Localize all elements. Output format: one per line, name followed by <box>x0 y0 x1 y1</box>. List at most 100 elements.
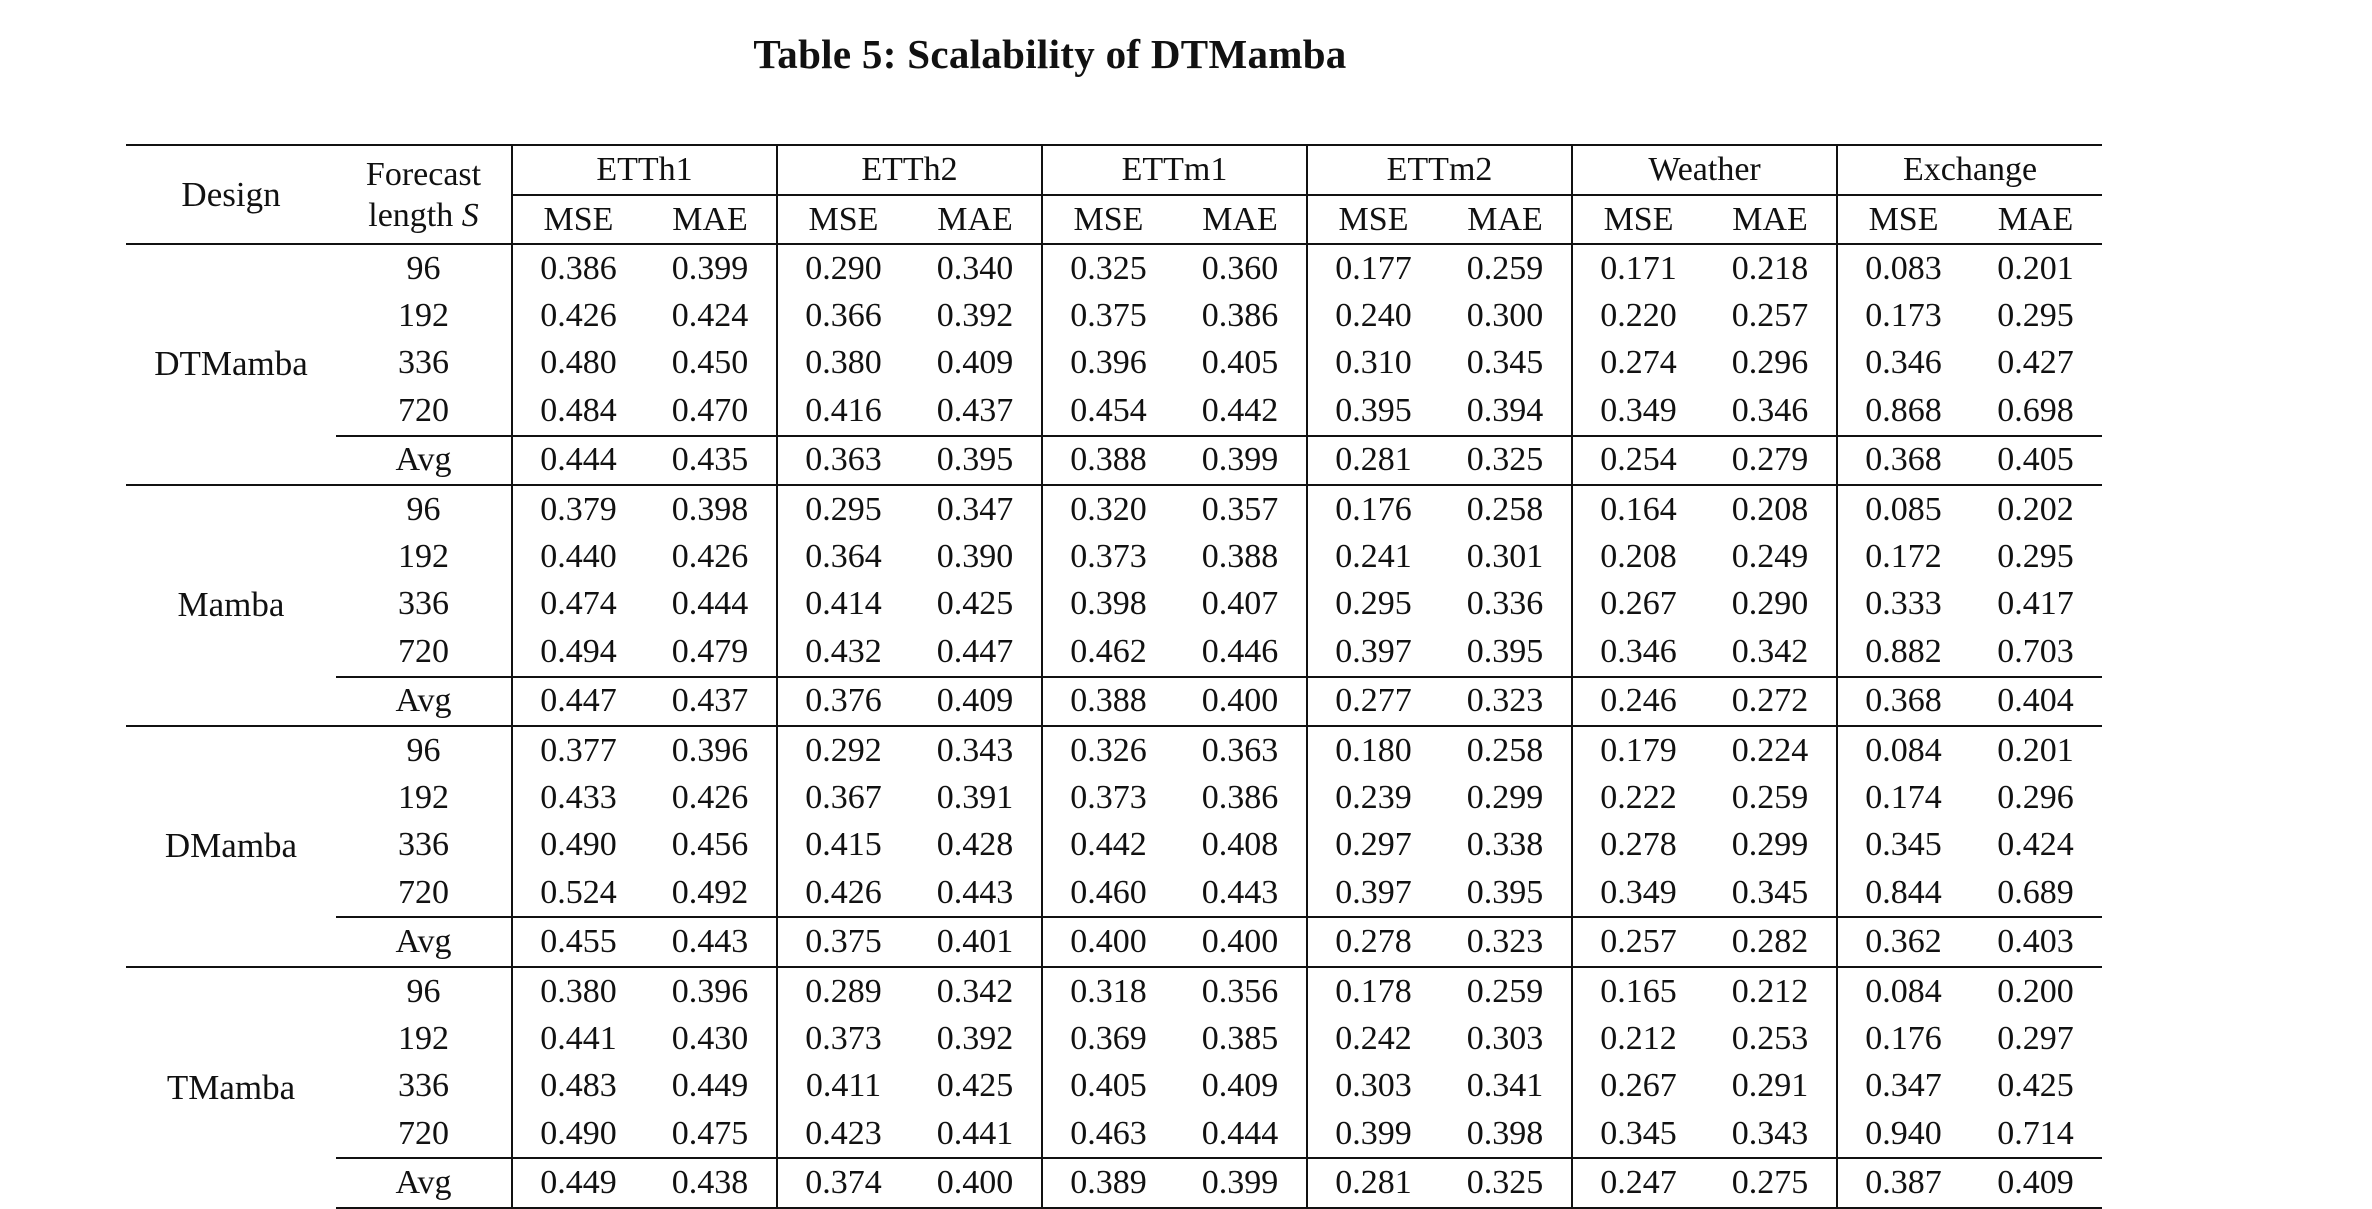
mse-value-cell: 0.222 <box>1600 778 1677 816</box>
mse-value-cell: 0.398 <box>1070 585 1147 623</box>
mae-value-cell: 0.253 <box>1704 1015 1839 1063</box>
mse-value-cell: 0.386 <box>512 242 644 293</box>
mse-value-cell: 0.164 <box>1572 483 1705 534</box>
mae-value-cell: 0.338 <box>1439 821 1574 870</box>
mse-value-cell: 0.433 <box>540 778 617 816</box>
mse-value-cell: 0.455 <box>512 916 644 967</box>
dataset-header: ETTm2 <box>1307 145 1574 196</box>
mse-value-cell: 0.281 <box>1307 434 1440 485</box>
metric-header-mae: MAE <box>1439 195 1574 244</box>
design-cell: DTMamba <box>126 243 336 485</box>
mae-value-cell: 0.443 <box>644 916 778 967</box>
mae-value-cell: 0.409 <box>909 339 1043 388</box>
metric-header-mse: MSE <box>1603 200 1674 238</box>
mse-value-cell: 0.246 <box>1572 675 1705 726</box>
mse-value-cell: 0.240 <box>1335 297 1412 335</box>
mse-value-cell: 0.379 <box>512 483 644 534</box>
mae-value-cell: 0.399 <box>1174 434 1309 485</box>
mae-value-cell: 0.689 <box>1997 873 2074 911</box>
mse-value-cell: 0.368 <box>1837 675 1970 726</box>
forecast-length-cell: 720 <box>336 1110 513 1159</box>
mae-value-cell: 0.426 <box>644 774 778 822</box>
avg-label-cell: Avg <box>336 1157 513 1209</box>
mae-value-cell: 0.390 <box>909 533 1043 581</box>
mse-value-cell: 0.220 <box>1600 297 1677 335</box>
mse-value-cell: 0.176 <box>1307 483 1440 534</box>
mae-value-cell: 0.301 <box>1439 533 1574 581</box>
mae-value-cell: 0.443 <box>1174 869 1309 918</box>
mse-value-cell: 0.289 <box>777 965 909 1016</box>
table-row: 192 0.426 0.424 0.366 0.392 0.375 0.386 0.240 0.… <box>126 292 2102 340</box>
forecast-length-cell: 336 <box>336 580 513 629</box>
table-row: 336 0.483 0.449 0.411 0.425 0.405 0.409 0.303 0.… <box>126 1062 2102 1111</box>
mse-value-cell: 0.292 <box>777 724 909 775</box>
mae-value-cell: 0.398 <box>1439 1110 1574 1159</box>
mae-value-cell: 0.698 <box>1997 391 2074 429</box>
mse-value-cell: 0.349 <box>1600 391 1677 429</box>
mae-value-cell: 0.323 <box>1439 675 1574 726</box>
mse-value-cell: 0.454 <box>1070 391 1147 429</box>
table-row: 720 0.484 0.470 0.416 0.437 0.454 0.442 0.395 0.… <box>126 387 2102 436</box>
mae-value-cell: 0.303 <box>1439 1015 1574 1063</box>
mse-value-cell: 0.320 <box>1042 483 1174 534</box>
table-row: 720 0.490 0.475 0.423 0.441 0.463 0.444 0.399 0.… <box>126 1110 2102 1159</box>
mae-value-cell: 0.392 <box>909 1015 1043 1063</box>
mse-value-cell: 0.400 <box>1042 916 1174 967</box>
forecast-length-cell: 96 <box>336 724 513 775</box>
mse-value-cell: 0.363 <box>777 434 909 485</box>
mae-value-cell: 0.442 <box>1174 387 1309 436</box>
mae-value-cell: 0.441 <box>909 1110 1043 1159</box>
mse-value-cell: 0.414 <box>805 585 882 623</box>
mae-value-cell: 0.430 <box>644 1015 778 1063</box>
forecast-length-cell: 96 <box>336 242 513 293</box>
mae-value-cell: 0.404 <box>1969 675 2103 726</box>
header-row-datasets: Design Forecast length S ETTh1 ETTh2 ETT… <box>126 145 2103 244</box>
mae-value-cell: 0.346 <box>1704 387 1839 436</box>
mae-value-cell: 0.272 <box>1704 675 1839 726</box>
mse-value-cell: 0.388 <box>1042 675 1174 726</box>
mse-value-cell: 0.345 <box>1865 826 1942 864</box>
mae-value-cell: 0.424 <box>644 292 778 340</box>
mae-value-cell: 0.405 <box>1969 434 2103 485</box>
mae-value-cell: 0.275 <box>1704 1157 1839 1209</box>
mse-value-cell: 0.369 <box>1070 1019 1147 1057</box>
mae-value-cell: 0.409 <box>1174 1062 1309 1111</box>
design-cell: DMamba <box>126 724 336 967</box>
mae-value-cell: 0.363 <box>1174 724 1309 775</box>
mse-value-cell: 0.174 <box>1865 778 1942 816</box>
mse-value-cell: 0.310 <box>1335 344 1412 382</box>
forecast-length-cell: 336 <box>336 1062 513 1111</box>
mae-value-cell: 0.343 <box>1704 1110 1839 1159</box>
mae-value-cell: 0.212 <box>1704 965 1839 1016</box>
mae-value-cell: 0.291 <box>1704 1062 1839 1111</box>
mae-value-cell: 0.409 <box>909 675 1043 726</box>
mae-value-cell: 0.409 <box>1969 1157 2103 1209</box>
mse-value-cell: 0.345 <box>1600 1114 1677 1152</box>
mae-value-cell: 0.259 <box>1704 774 1839 822</box>
mse-value-cell: 0.349 <box>1600 873 1677 911</box>
mae-value-cell: 0.470 <box>644 387 778 436</box>
mse-value-cell: 0.325 <box>1042 242 1174 293</box>
mae-value-cell: 0.417 <box>1997 585 2074 623</box>
mae-value-cell: 0.395 <box>1439 628 1574 677</box>
mae-value-cell: 0.492 <box>644 869 778 918</box>
mse-value-cell: 0.397 <box>1335 632 1412 670</box>
mse-value-cell: 0.373 <box>805 1019 882 1057</box>
avg-row: Avg 0.449 0.438 0.374 0.400 0.389 0.399 0.281 0.… <box>126 1157 2103 1209</box>
mae-value-cell: 0.400 <box>1174 916 1309 967</box>
mse-value-cell: 0.444 <box>512 434 644 485</box>
mse-value-cell: 0.254 <box>1572 434 1705 485</box>
mae-value-cell: 0.398 <box>644 483 778 534</box>
mae-value-cell: 0.385 <box>1174 1015 1309 1063</box>
mae-value-cell: 0.425 <box>909 1062 1043 1111</box>
mse-value-cell: 0.494 <box>540 632 617 670</box>
mae-value-cell: 0.405 <box>1174 339 1309 388</box>
mae-value-cell: 0.391 <box>909 774 1043 822</box>
mae-value-cell: 0.259 <box>1439 965 1574 1016</box>
avg-label-cell: Avg <box>336 434 513 485</box>
mse-value-cell: 0.442 <box>1070 826 1147 864</box>
mae-value-cell: 0.401 <box>909 916 1043 967</box>
mae-value-cell: 0.279 <box>1704 434 1839 485</box>
mse-value-cell: 0.388 <box>1042 434 1174 485</box>
mae-value-cell: 0.282 <box>1704 916 1839 967</box>
